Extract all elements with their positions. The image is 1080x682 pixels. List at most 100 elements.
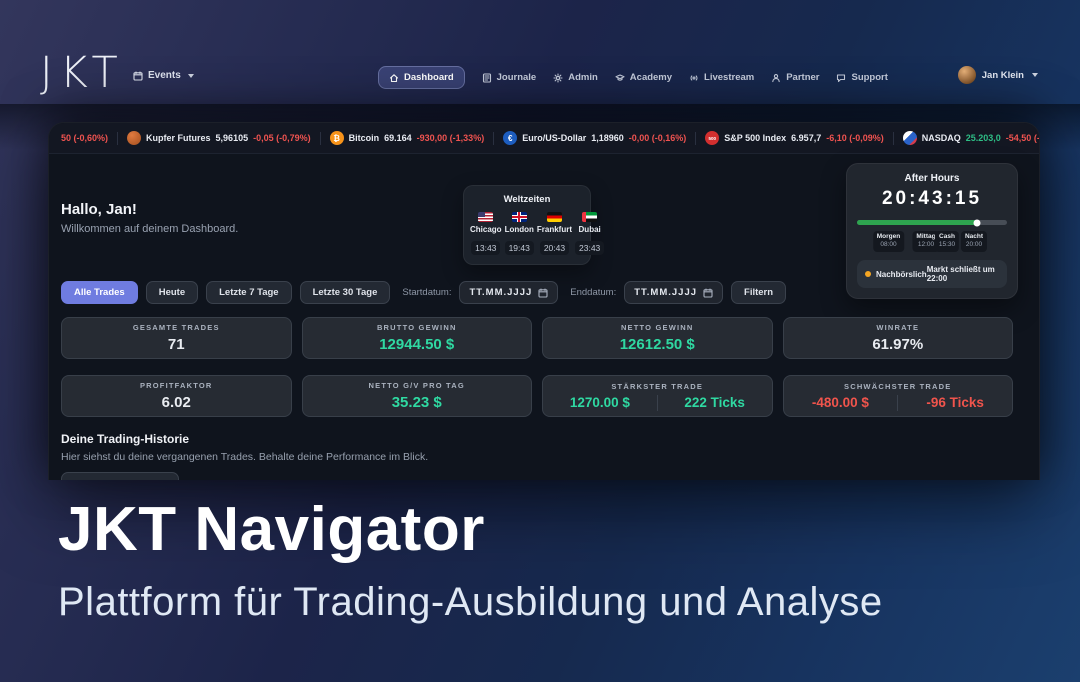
stat-label: BRUTTO GEWINN (376, 323, 457, 332)
copper-icon (127, 131, 142, 145)
status-note: Markt schließt um 22:00 (926, 265, 995, 283)
ticker-change: -930,00 (-1,33%) (416, 133, 485, 143)
market-status: Nachbörslich (865, 270, 927, 279)
world-clock-chicago: Chicago 13:43 (470, 212, 502, 255)
ticker-item-kupfer[interactable]: Kupfer Futures 5,96105 -0,05 (-0,79%) (127, 131, 311, 145)
stat-value: 6.02 (161, 394, 191, 411)
milestone-time: 20:00 (965, 241, 983, 249)
hero-title: JKT Navigator (58, 495, 485, 564)
stat-label: PROFITFAKTOR (139, 381, 213, 390)
trade-filters: Alle Trades Heute Letzte 7 Tage Letzte 3… (61, 281, 787, 304)
stats-grid: GESAMTE TRADES 71 BRUTTO GEWINN 12944.50… (61, 317, 1013, 417)
nav-item-journale[interactable]: Journale (482, 72, 537, 83)
person-icon (772, 73, 780, 82)
ticker-divider (892, 131, 894, 145)
stat-value: -480.00 $ (811, 395, 869, 410)
ticker-divider (493, 131, 495, 145)
checkbox-icon (74, 479, 80, 480)
milestone-label: Mittag (916, 233, 936, 240)
stat-label: NETTO GEWINN (620, 323, 694, 332)
sp500-icon: 500 (705, 131, 720, 145)
ticker-item-bitcoin[interactable]: Bitcoin 69.164 -930,00 (-1,33%) (329, 131, 485, 145)
filter-letzte-7-tage[interactable]: Letzte 7 Tage (206, 281, 292, 304)
stat-value-ticks: -96 Ticks (926, 395, 984, 410)
milestone-mittag: Mittag 12:00 (912, 231, 940, 252)
uk-flag-icon (511, 212, 527, 222)
ticker-clipped-item[interactable]: 50 (-0,60%) (61, 133, 109, 143)
world-clock-dubai: Dubai 23:43 (575, 212, 605, 255)
start-date-input[interactable]: TT.MM.JJJJ (459, 281, 559, 304)
user-menu[interactable]: Jan Klein (957, 66, 1038, 84)
end-date-label: Enddatum: (570, 287, 617, 298)
stat-card-gesamte-trades: GESAMTE TRADES 71 (61, 317, 292, 359)
milestone-label: Cash (939, 233, 955, 240)
filter-alle-trades[interactable]: Alle Trades (61, 281, 138, 304)
stat-card-staerkster-trade: STÄRKSTER TRADE 1270.00 $ 222 Ticks (542, 375, 773, 417)
milestone-cash: Cash 15:30 (934, 231, 960, 252)
stat-value: 35.23 $ (391, 394, 442, 411)
ticker-divider (117, 131, 119, 145)
filter-letzte-30-tage[interactable]: Letzte 30 Tage (299, 281, 391, 304)
date-placeholder: TT.MM.JJJJ (634, 287, 698, 298)
city-time: 23:43 (575, 241, 605, 255)
milestone-time: 08:00 (880, 241, 897, 249)
world-clock-title: Weltzeiten (503, 194, 551, 205)
milestone-time: 15:30 (938, 241, 956, 249)
nav-item-dashboard[interactable]: Dashboard (378, 66, 465, 89)
nav-item-label: Livestream (704, 72, 755, 83)
stat-card-brutto-gewinn: BRUTTO GEWINN 12944.50 $ (301, 317, 532, 359)
nav-item-support[interactable]: Support (836, 72, 888, 83)
stat-value: 61.97% (872, 336, 924, 353)
graduation-cap-icon (615, 73, 625, 81)
status-dot-icon (865, 271, 871, 277)
nav-item-label: Journale (496, 72, 537, 83)
ticker-name: NASDAQ (921, 133, 961, 143)
after-hours-card: After Hours 20:43:15 Morgen 08:00 Mittag… (846, 163, 1018, 299)
nav-item-academy[interactable]: Academy (615, 72, 672, 83)
nav-item-label: Admin (568, 72, 598, 83)
ticker-item-sp500[interactable]: 500 S&P 500 Index 6.957,7 -6,10 (-0,09%) (705, 131, 884, 145)
stat-split-row: 1270.00 $ 222 Ticks (543, 394, 772, 411)
filter-heute[interactable]: Heute (145, 281, 199, 304)
nav-item-admin[interactable]: Admin (553, 72, 598, 83)
nasdaq-icon (902, 131, 917, 145)
city-name: Chicago (470, 225, 502, 234)
nav-item-partner[interactable]: Partner (771, 72, 819, 83)
nav-item-label: Support (851, 72, 888, 83)
world-clock-london: London 19:43 (505, 212, 534, 255)
calendar-icon (133, 70, 143, 81)
city-time: 19:43 (504, 241, 534, 255)
ticker-price: 1,18960 (591, 133, 624, 143)
gear-icon (553, 72, 563, 83)
stat-label: NETTO G/V PRO TAG (368, 381, 465, 390)
ticker-price: 69.164 (384, 133, 412, 143)
filter-apply-button[interactable]: Filtern (731, 281, 787, 304)
euro-icon (503, 131, 518, 145)
start-date-label: Startdatum: (402, 287, 452, 298)
stat-value: 1270.00 $ (569, 395, 630, 410)
multi-select-button[interactable]: Mehrfachauswahl (61, 472, 179, 480)
end-date-input[interactable]: TT.MM.JJJJ (624, 281, 724, 304)
world-clock-grid: Chicago 13:43 London 19:43 Frankfurt 20:… (470, 212, 605, 255)
chevron-down-icon (187, 73, 194, 78)
greeting-title: Hallo, Jan! (61, 201, 137, 218)
market-ticker: 50 (-0,60%) Kupfer Futures 5,96105 -0,05… (49, 123, 1039, 154)
milestone-label: Morgen (876, 233, 901, 240)
broadcast-icon (690, 74, 698, 81)
ticker-item-nasdaq[interactable]: NASDAQ 25.203,0 -54,50 (-0,22%) (902, 131, 1039, 145)
nav-links: Dashboard Journale Admin Academy Livestr… (378, 66, 888, 89)
nav-item-livestream[interactable]: Livestream (689, 72, 754, 83)
milestone-morgen: Morgen 08:00 (872, 231, 905, 252)
multi-select-label: Mehrfachauswahl (88, 479, 168, 480)
hero-text: JKT Navigator Plattform für Trading-Ausb… (58, 494, 883, 625)
home-icon (389, 73, 399, 82)
ticker-price: 5,96105 (215, 133, 249, 143)
ticker-name: Euro/US-Dollar (522, 133, 587, 143)
stat-label: SCHWÄCHSTER TRADE (844, 381, 952, 391)
ticker-item-eurusd[interactable]: Euro/US-Dollar 1,18960 -0,00 (-0,16%) (503, 131, 686, 145)
stat-split-row: -480.00 $ -96 Ticks (784, 394, 1013, 411)
progress-marker (973, 219, 981, 226)
date-placeholder: TT.MM.JJJJ (469, 287, 533, 298)
events-menu-button[interactable]: Events (133, 70, 194, 81)
stat-card-winrate: WINRATE 61.97% (782, 317, 1013, 359)
